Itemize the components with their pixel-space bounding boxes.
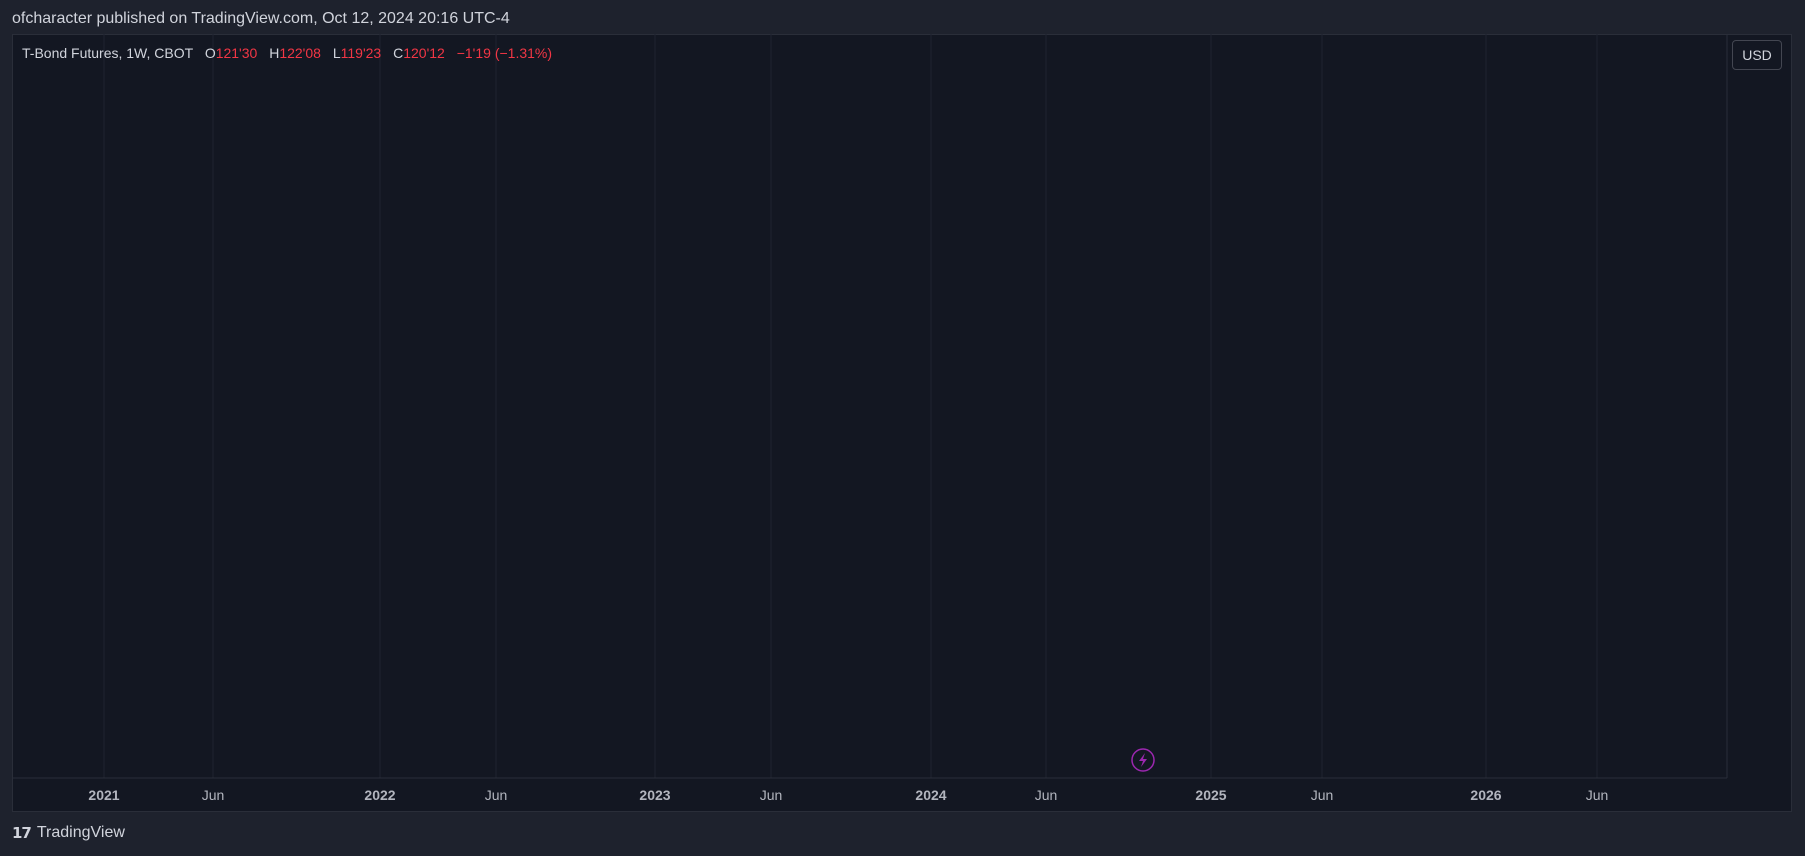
close-label: C (393, 45, 404, 61)
lightning-icon[interactable] (1131, 748, 1155, 772)
symbol-legend: T-Bond Futures, 1W, CBOT O121'30 H122'08… (22, 45, 552, 61)
publisher-line: ofcharacter published on TradingView.com… (12, 10, 510, 27)
close-value: 120'12 (403, 45, 445, 61)
tradingview-logo-icon: 𝟭𝟳 (12, 825, 32, 842)
symbol-title[interactable]: T-Bond Futures, 1W, CBOT (22, 45, 193, 61)
high-label: H (269, 45, 280, 61)
time-tick-label: 2025 (1195, 787, 1226, 803)
time-tick-label: 2026 (1470, 787, 1501, 803)
time-tick-label: 2023 (639, 787, 670, 803)
time-tick-label: Jun (202, 787, 225, 803)
chart-pane[interactable] (12, 34, 1792, 812)
low-value: 119'23 (340, 45, 382, 61)
grid-lines (103, 34, 1598, 778)
publish-header: ofcharacter published on TradingView.com… (0, 0, 1805, 34)
high-value: 122'08 (279, 45, 321, 61)
tradingview-logo-text: TradingView (36, 824, 125, 841)
open-label: O (204, 45, 216, 61)
tradingview-footer: 𝟭𝟳 TradingView (12, 824, 125, 842)
time-tick-label: 2021 (88, 787, 119, 803)
open-value: 121'30 (215, 45, 258, 61)
time-tick-label: Jun (760, 787, 783, 803)
currency-button[interactable]: USD (1732, 40, 1782, 70)
time-tick-label: Jun (485, 787, 508, 803)
lightning-glyph (1139, 753, 1147, 767)
time-tick-label: Jun (1586, 787, 1609, 803)
time-tick-label: Jun (1035, 787, 1058, 803)
time-tick-label: 2022 (364, 787, 395, 803)
time-tick-label: Jun (1311, 787, 1334, 803)
time-tick-label: 2024 (915, 787, 946, 803)
change-value: −1'19 (−1.31%) (456, 45, 553, 61)
low-label: L (332, 45, 341, 61)
